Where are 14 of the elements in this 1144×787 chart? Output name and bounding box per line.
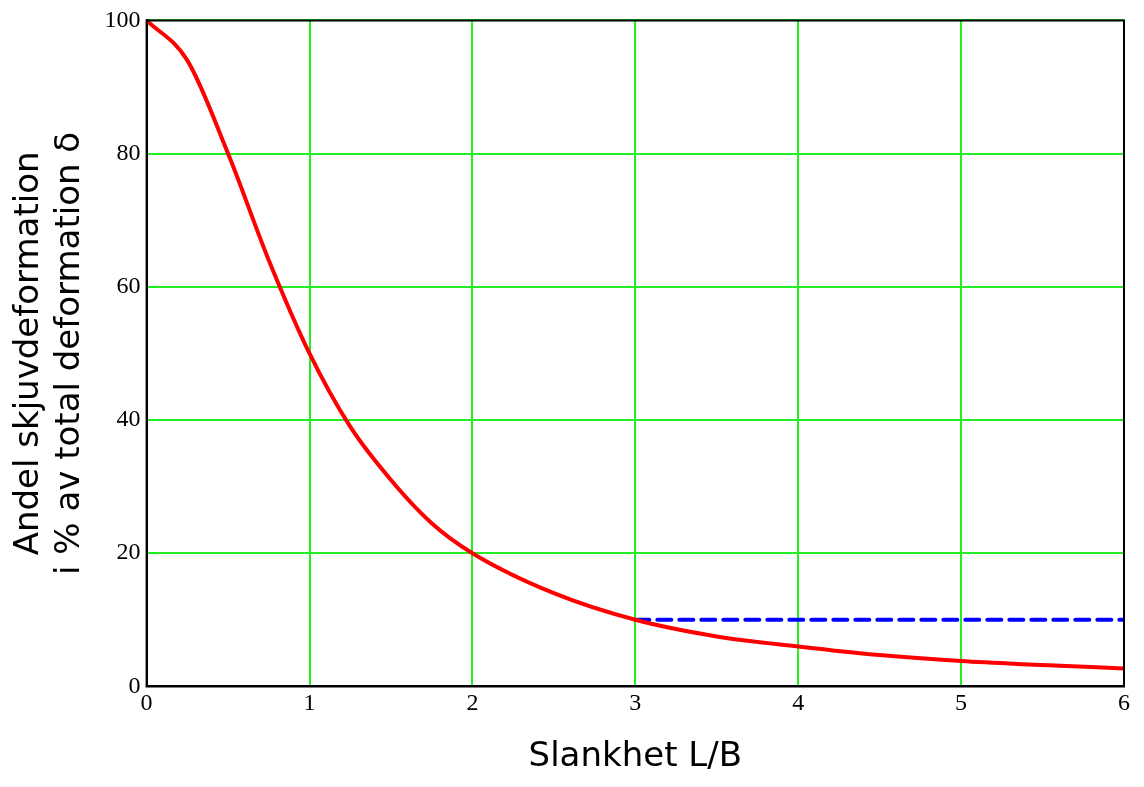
y-tick-label: 80 bbox=[116, 138, 141, 165]
x-tick-label: 2 bbox=[466, 689, 479, 716]
x-tick-label: 5 bbox=[955, 689, 968, 716]
y-tick-label: 60 bbox=[116, 272, 141, 299]
y-axis-title: Andel skjuvdeformation i % av total deformation δ bbox=[6, 131, 88, 575]
x-axis-title: Slankhet L/B bbox=[528, 734, 743, 775]
y-tick-label: 0 bbox=[128, 671, 141, 698]
y-tick-label: 40 bbox=[116, 405, 141, 432]
x-tick-label: 3 bbox=[629, 689, 642, 716]
x-tick-label: 4 bbox=[792, 689, 805, 716]
x-tick-label: 1 bbox=[303, 689, 316, 716]
y-tick-label: 20 bbox=[116, 538, 141, 565]
x-tick-label: 6 bbox=[1118, 689, 1130, 716]
y-tick-label: 100 bbox=[104, 5, 141, 32]
